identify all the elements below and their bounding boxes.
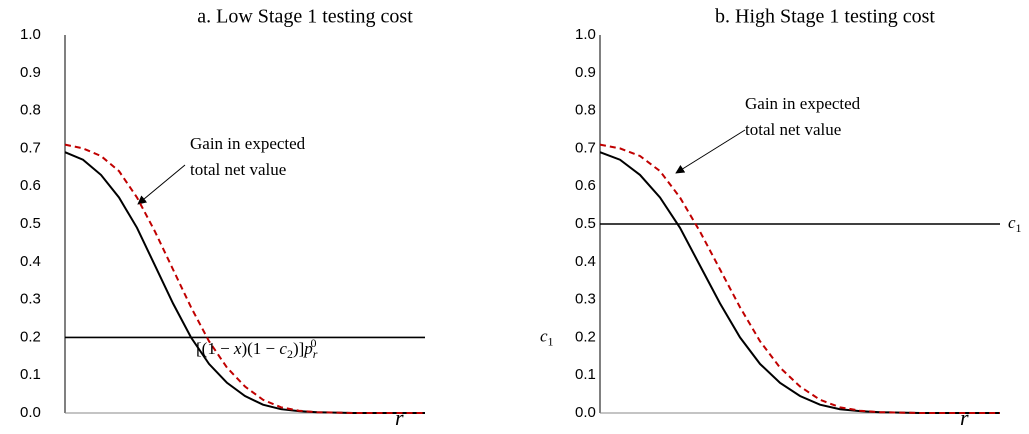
line-series: [64, 143, 425, 414]
y-tick-label: 0.9: [20, 64, 41, 81]
y-tick-label: 0.7: [575, 139, 596, 156]
y-tick-label: 0.5: [20, 215, 41, 232]
y-tick-label: 0.6: [20, 177, 41, 194]
line-series: [64, 151, 425, 414]
y-tick-label: 0.0: [575, 404, 596, 421]
chart-title: b. High Stage 1 testing cost: [715, 6, 935, 28]
y-tick-label: 0.8: [20, 102, 41, 119]
reference-label-main: c: [1008, 213, 1016, 232]
annotation: total net value: [190, 160, 286, 179]
reference-label: c1: [1008, 213, 1022, 235]
y-tick-label: 0.1: [20, 366, 41, 383]
line-series: [599, 151, 1000, 414]
line-series: [599, 143, 1000, 414]
annotation: Gain in expected: [190, 134, 306, 153]
y-tick-label: 0.9: [575, 64, 596, 81]
formula-part: [(1 −: [196, 339, 234, 358]
y-tick-label: 0.5: [575, 215, 596, 232]
formula-part: x: [233, 339, 242, 358]
formula-part: 2: [287, 347, 293, 361]
annotation: Gain in expected: [745, 94, 861, 113]
reference-label-main: c: [540, 326, 548, 345]
formula-part: )(1 −: [241, 339, 279, 358]
y-tick-label: 0.3: [575, 291, 596, 308]
reference-label-sub: 1: [1016, 221, 1022, 235]
formula-part: r: [313, 347, 318, 361]
y-tick-label: 1.0: [575, 26, 596, 43]
chart-title: a. Low Stage 1 testing cost: [197, 6, 413, 28]
reference-label: c1: [540, 326, 554, 348]
formula-part: p: [303, 339, 313, 358]
y-tick-label: 0.7: [20, 139, 41, 156]
formula-part: 0: [310, 336, 316, 350]
formula-part: )]: [293, 339, 304, 358]
y-tick-label: 0.4: [20, 253, 41, 270]
y-tick-label: 0.2: [575, 328, 596, 345]
annotation-arrow: [675, 129, 746, 174]
y-tick-label: 0.4: [575, 253, 596, 270]
reference-label-sub: 1: [548, 334, 554, 348]
x-axis-label: r: [395, 405, 404, 430]
y-tick-label: 0.3: [20, 291, 41, 308]
y-tick-label: 0.2: [20, 328, 41, 345]
annotation: total net value: [745, 120, 841, 139]
formula: [(1 − x)(1 − c2)]pr0: [196, 336, 318, 361]
y-tick-label: 0.8: [575, 102, 596, 119]
y-tick-label: 0.1: [575, 366, 596, 383]
y-tick-label: 1.0: [20, 26, 41, 43]
formula-part: c: [279, 339, 287, 358]
y-tick-label: 0.6: [575, 177, 596, 194]
x-axis-label: r: [960, 405, 969, 430]
annotation-arrow: [137, 164, 186, 205]
y-tick-label: 0.0: [20, 404, 41, 421]
